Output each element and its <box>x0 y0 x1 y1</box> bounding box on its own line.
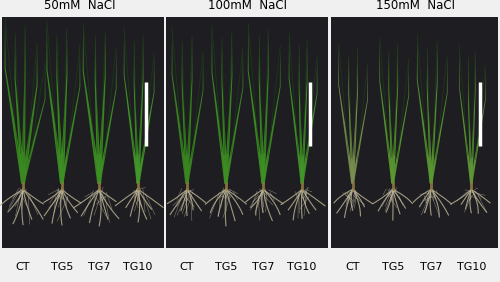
Text: TG10: TG10 <box>288 262 317 272</box>
Text: TG7: TG7 <box>420 262 442 272</box>
Polygon shape <box>22 63 46 183</box>
Bar <box>2 17 164 248</box>
Polygon shape <box>300 55 318 183</box>
Polygon shape <box>298 45 304 183</box>
Polygon shape <box>60 45 80 183</box>
Polygon shape <box>56 35 64 183</box>
Bar <box>331 17 498 248</box>
Polygon shape <box>4 18 25 183</box>
Text: TG10: TG10 <box>124 262 153 272</box>
Polygon shape <box>21 43 38 183</box>
Polygon shape <box>134 41 140 183</box>
Polygon shape <box>430 55 448 183</box>
Polygon shape <box>98 48 116 183</box>
Polygon shape <box>14 33 25 183</box>
Polygon shape <box>182 41 189 183</box>
Polygon shape <box>288 33 304 183</box>
Polygon shape <box>338 43 354 183</box>
Polygon shape <box>60 28 68 183</box>
Polygon shape <box>172 28 189 183</box>
Text: TG10: TG10 <box>456 262 486 272</box>
Polygon shape <box>470 65 486 183</box>
Polygon shape <box>430 41 438 183</box>
Polygon shape <box>348 55 354 183</box>
Polygon shape <box>300 39 308 183</box>
Text: 150mM  NaCl: 150mM NaCl <box>376 0 454 12</box>
Polygon shape <box>124 28 140 183</box>
Polygon shape <box>224 47 244 183</box>
Polygon shape <box>351 48 358 183</box>
Polygon shape <box>262 45 280 183</box>
Text: 100mM  NaCl: 100mM NaCl <box>208 0 288 12</box>
Polygon shape <box>468 57 472 183</box>
Text: CT: CT <box>180 262 194 272</box>
Polygon shape <box>136 35 143 183</box>
Polygon shape <box>212 25 228 183</box>
Polygon shape <box>136 53 154 183</box>
Polygon shape <box>224 31 232 183</box>
Text: TG5: TG5 <box>382 262 404 272</box>
Polygon shape <box>97 31 106 183</box>
Polygon shape <box>186 51 204 183</box>
Polygon shape <box>417 35 432 183</box>
Polygon shape <box>392 43 398 183</box>
Text: TG5: TG5 <box>51 262 73 272</box>
Text: TG7: TG7 <box>88 262 110 272</box>
Text: TG7: TG7 <box>252 262 274 272</box>
Polygon shape <box>21 25 25 183</box>
Polygon shape <box>222 38 228 183</box>
Polygon shape <box>392 58 409 183</box>
Polygon shape <box>82 23 101 183</box>
Text: 50mM  NaCl: 50mM NaCl <box>44 0 116 12</box>
Text: CT: CT <box>346 262 360 272</box>
Polygon shape <box>380 38 394 183</box>
Polygon shape <box>46 21 64 183</box>
Polygon shape <box>427 48 432 183</box>
Polygon shape <box>352 63 368 183</box>
Polygon shape <box>470 51 476 183</box>
Polygon shape <box>388 51 394 183</box>
Text: CT: CT <box>16 262 30 272</box>
Text: TG5: TG5 <box>215 262 237 272</box>
Polygon shape <box>262 29 268 183</box>
Polygon shape <box>248 23 265 183</box>
Polygon shape <box>186 35 192 183</box>
Polygon shape <box>94 35 101 183</box>
Bar <box>166 17 328 248</box>
Polygon shape <box>259 35 265 183</box>
Polygon shape <box>459 45 472 183</box>
